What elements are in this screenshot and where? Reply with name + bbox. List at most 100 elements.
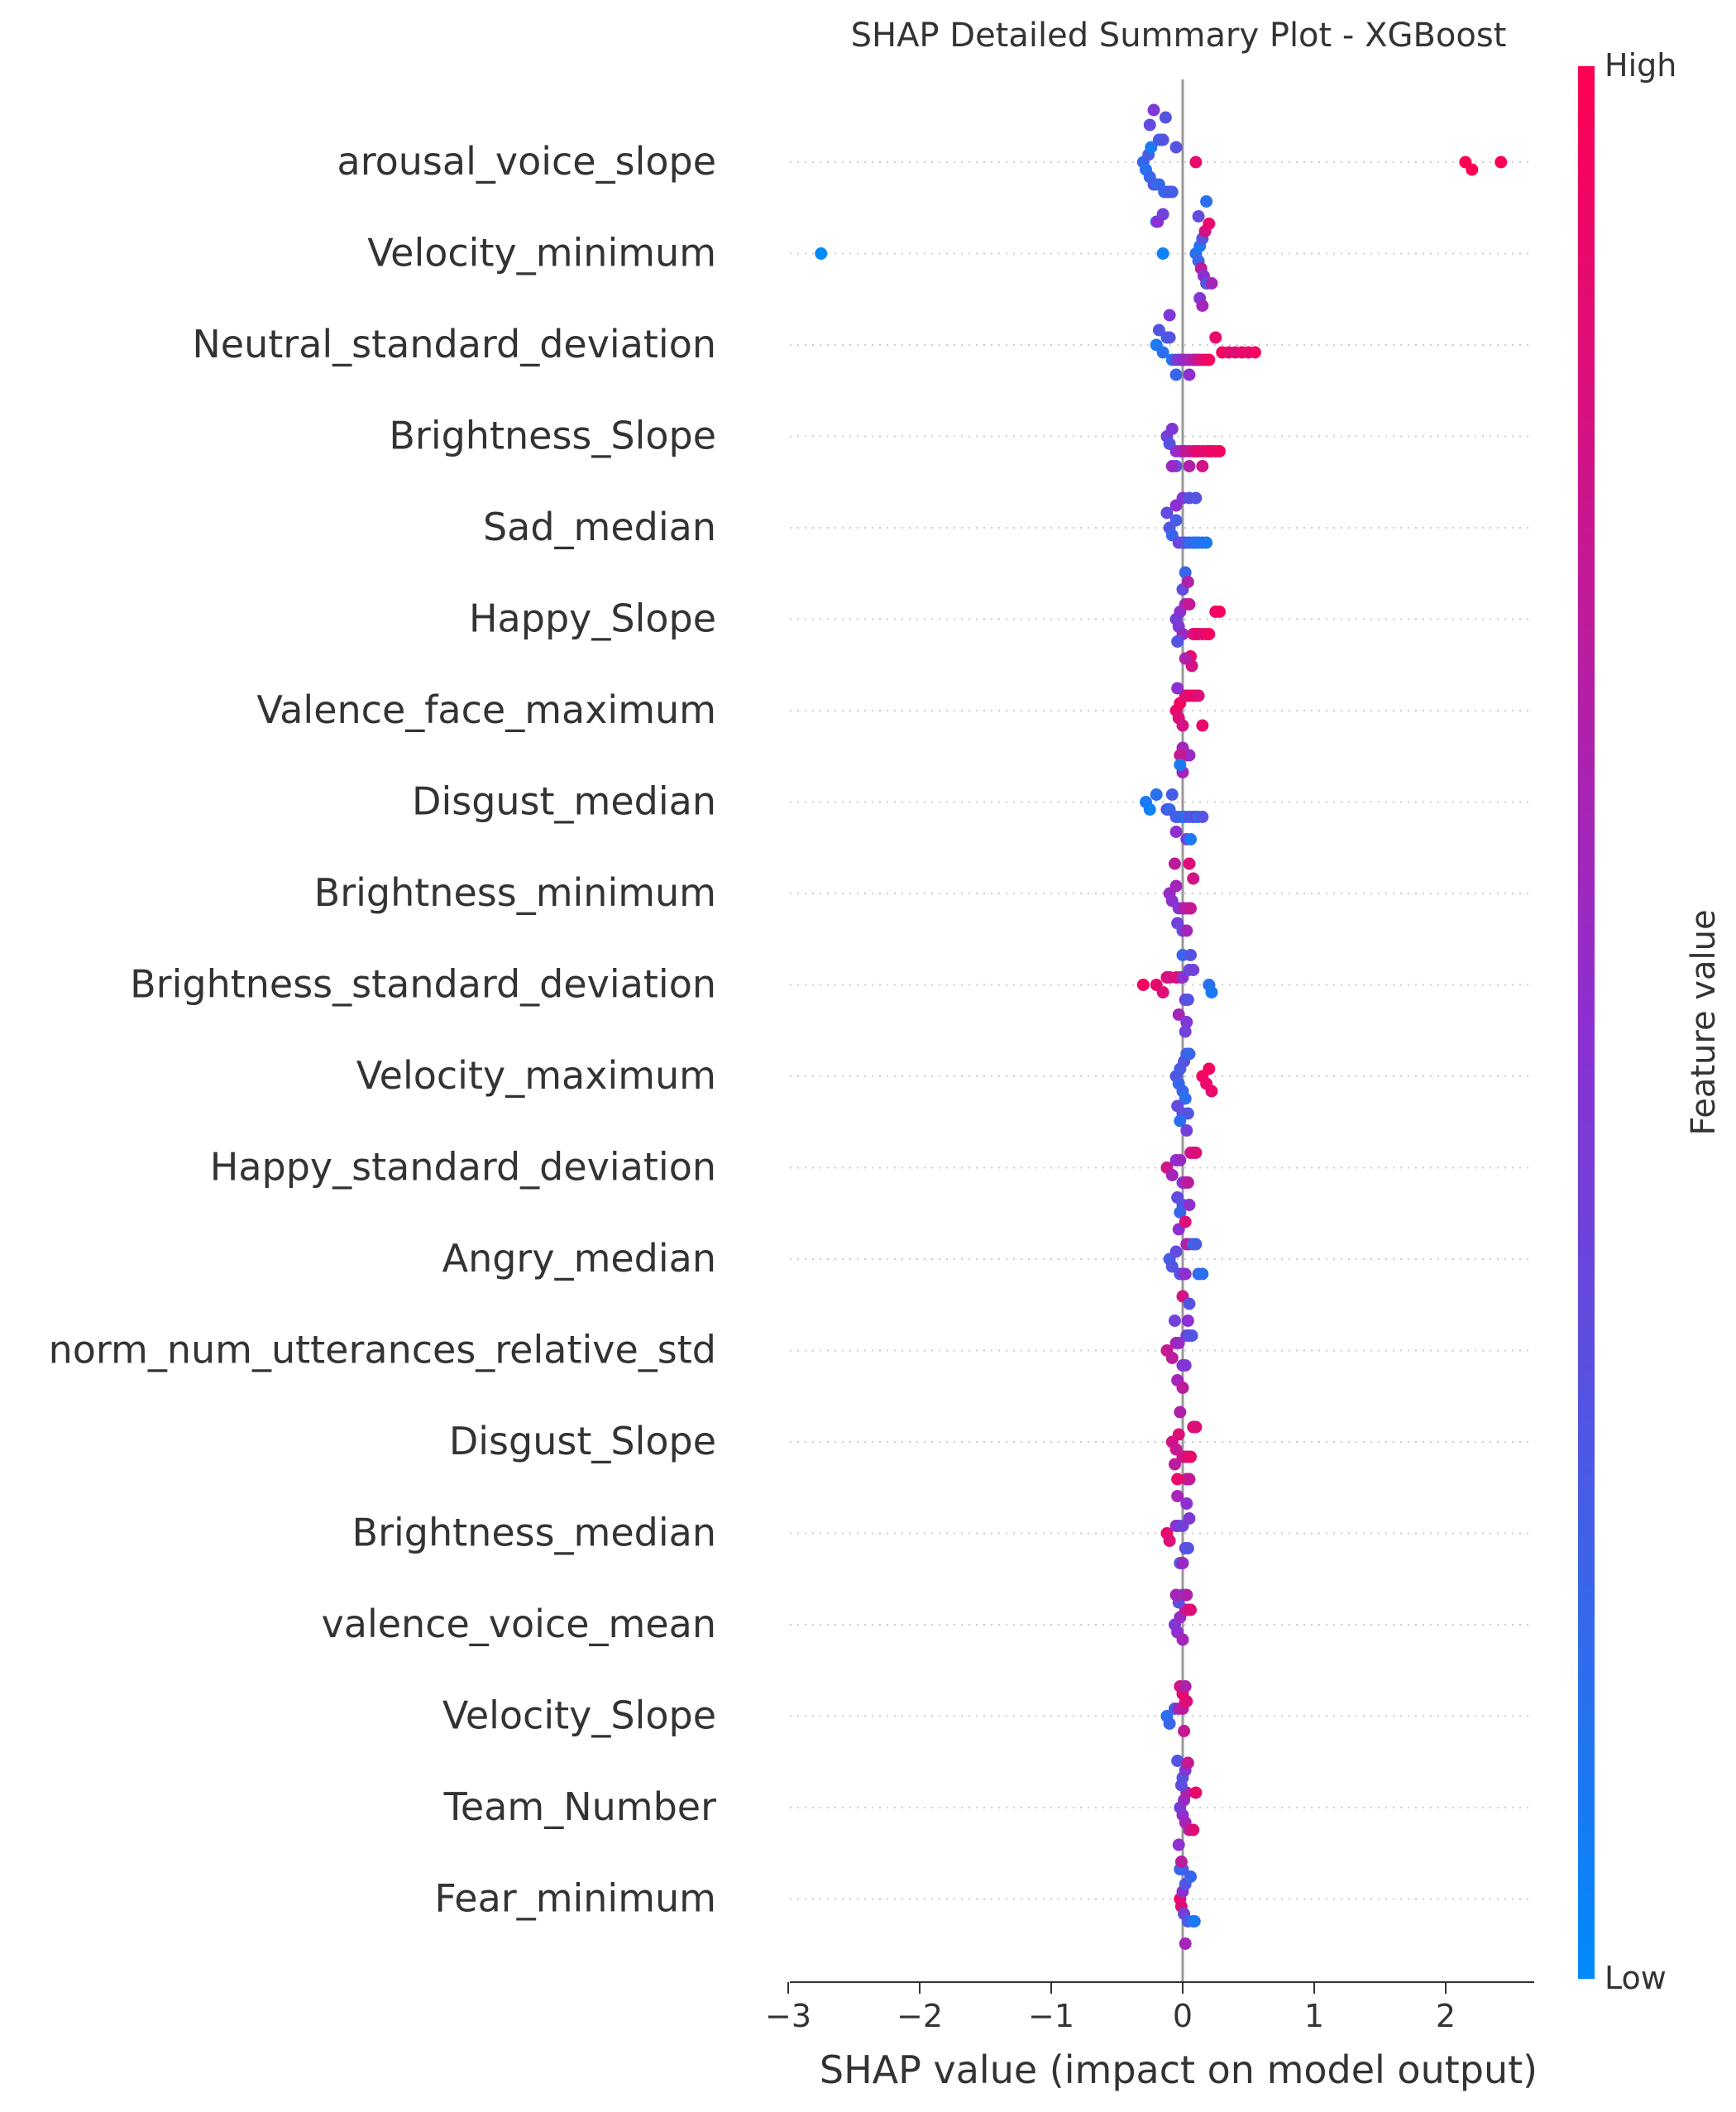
data-point	[1152, 323, 1165, 337]
data-point	[1163, 1535, 1176, 1547]
data-point	[1183, 460, 1196, 472]
data-point	[1185, 1329, 1198, 1342]
data-point	[1174, 1856, 1188, 1868]
data-point	[1181, 1176, 1194, 1189]
data-point	[1172, 1337, 1185, 1349]
data-point	[1174, 1406, 1187, 1419]
data-point	[1179, 566, 1192, 579]
data-point	[1143, 118, 1156, 132]
feature-label: Fear_minimum	[434, 1876, 716, 1921]
data-point	[1156, 208, 1169, 221]
data-point	[1156, 133, 1169, 146]
data-point	[1179, 1937, 1192, 1950]
data-point	[1150, 788, 1163, 801]
data-point	[1179, 1215, 1192, 1228]
feature-label: Happy_Slope	[469, 596, 716, 641]
data-point	[1169, 514, 1183, 527]
feature-label: Disgust_median	[412, 779, 716, 824]
data-point	[1187, 1823, 1200, 1837]
data-point	[1180, 1497, 1193, 1510]
x-tick-label: −1	[1028, 1998, 1074, 2034]
data-point	[1165, 1260, 1179, 1273]
data-point	[1174, 1114, 1187, 1128]
feature-label: Brightness_minimum	[314, 870, 716, 915]
data-point	[1187, 964, 1200, 976]
data-point	[1145, 141, 1158, 154]
x-tick-label: 0	[1173, 1998, 1193, 2034]
data-point	[1156, 986, 1169, 999]
feature-label: Sad_median	[483, 505, 716, 549]
data-point	[1180, 1124, 1193, 1137]
data-point	[1163, 1717, 1176, 1730]
data-point	[1205, 986, 1218, 999]
feature-label: Valence_face_maximum	[256, 687, 716, 732]
data-point	[1169, 1245, 1183, 1258]
data-point	[1171, 1755, 1184, 1767]
data-point	[1147, 103, 1160, 117]
data-point	[1189, 1147, 1203, 1159]
data-point	[1171, 1490, 1184, 1502]
data-point	[1187, 872, 1200, 885]
data-point	[1171, 682, 1184, 695]
data-point	[815, 247, 828, 260]
data-point	[1183, 1473, 1196, 1486]
feature-rows: arousal_voice_slope Velocity_minimum Neutr…	[49, 139, 1534, 1921]
x-tick-label: −2	[897, 1998, 943, 2034]
data-point	[1181, 576, 1194, 588]
data-point	[1203, 628, 1216, 640]
data-point	[1203, 1062, 1216, 1075]
data-point	[1159, 111, 1172, 124]
feature-label: Velocity_Slope	[442, 1693, 716, 1738]
data-point	[1203, 218, 1216, 230]
data-point	[1189, 156, 1203, 169]
data-point	[1184, 1870, 1198, 1883]
colorbar	[1578, 66, 1595, 1979]
data-point	[1176, 1382, 1189, 1394]
chart-title: SHAP Detailed Summary Plot - XGBoost	[851, 17, 1507, 55]
data-point	[1169, 879, 1183, 893]
data-point	[1171, 635, 1184, 648]
data-point	[1172, 1838, 1185, 1851]
feature-label: Team_Number	[443, 1784, 716, 1829]
data-point	[1171, 1473, 1184, 1486]
feature-label: norm_num_utterances_relative_std	[49, 1328, 716, 1372]
data-point	[1168, 1458, 1181, 1471]
data-point	[1196, 460, 1209, 472]
data-point	[1176, 1633, 1189, 1646]
x-axis-ticks: −3 −2 −1 0 1 2	[765, 1982, 1456, 2034]
data-point	[1184, 949, 1198, 961]
feature-label: arousal_voice_slope	[337, 139, 716, 184]
data-point	[1169, 141, 1183, 154]
data-point	[1176, 719, 1189, 732]
feature-label: Happy_standard_deviation	[210, 1145, 716, 1190]
data-point	[1181, 1107, 1194, 1120]
data-point	[1213, 606, 1227, 618]
feature-label: Disgust_Slope	[449, 1419, 716, 1463]
data-point	[1181, 1756, 1194, 1770]
data-point	[1181, 1315, 1194, 1327]
feature-label: Brightness_median	[352, 1511, 716, 1555]
data-point	[1181, 994, 1194, 1006]
data-point	[1136, 979, 1150, 991]
data-point	[1168, 857, 1181, 870]
data-point	[1183, 1047, 1196, 1061]
data-point	[1196, 299, 1209, 312]
data-point	[1156, 247, 1169, 260]
data-point	[1183, 749, 1196, 762]
data-point	[1184, 1450, 1198, 1463]
data-point	[1163, 331, 1176, 344]
data-point	[1205, 1085, 1218, 1098]
data-point	[1181, 1542, 1194, 1554]
data-point	[1196, 811, 1209, 823]
data-point	[1174, 1206, 1187, 1219]
data-point	[1183, 1512, 1196, 1525]
data-point	[1183, 598, 1196, 611]
data-point	[1160, 506, 1174, 520]
data-point	[1200, 195, 1213, 208]
data-point	[1178, 1725, 1191, 1737]
feature-label: Angry_median	[442, 1236, 716, 1281]
colorbar-low-label: Low	[1604, 1960, 1667, 1996]
data-point	[1192, 689, 1205, 702]
data-point	[1209, 331, 1222, 344]
data-point	[1213, 445, 1227, 457]
